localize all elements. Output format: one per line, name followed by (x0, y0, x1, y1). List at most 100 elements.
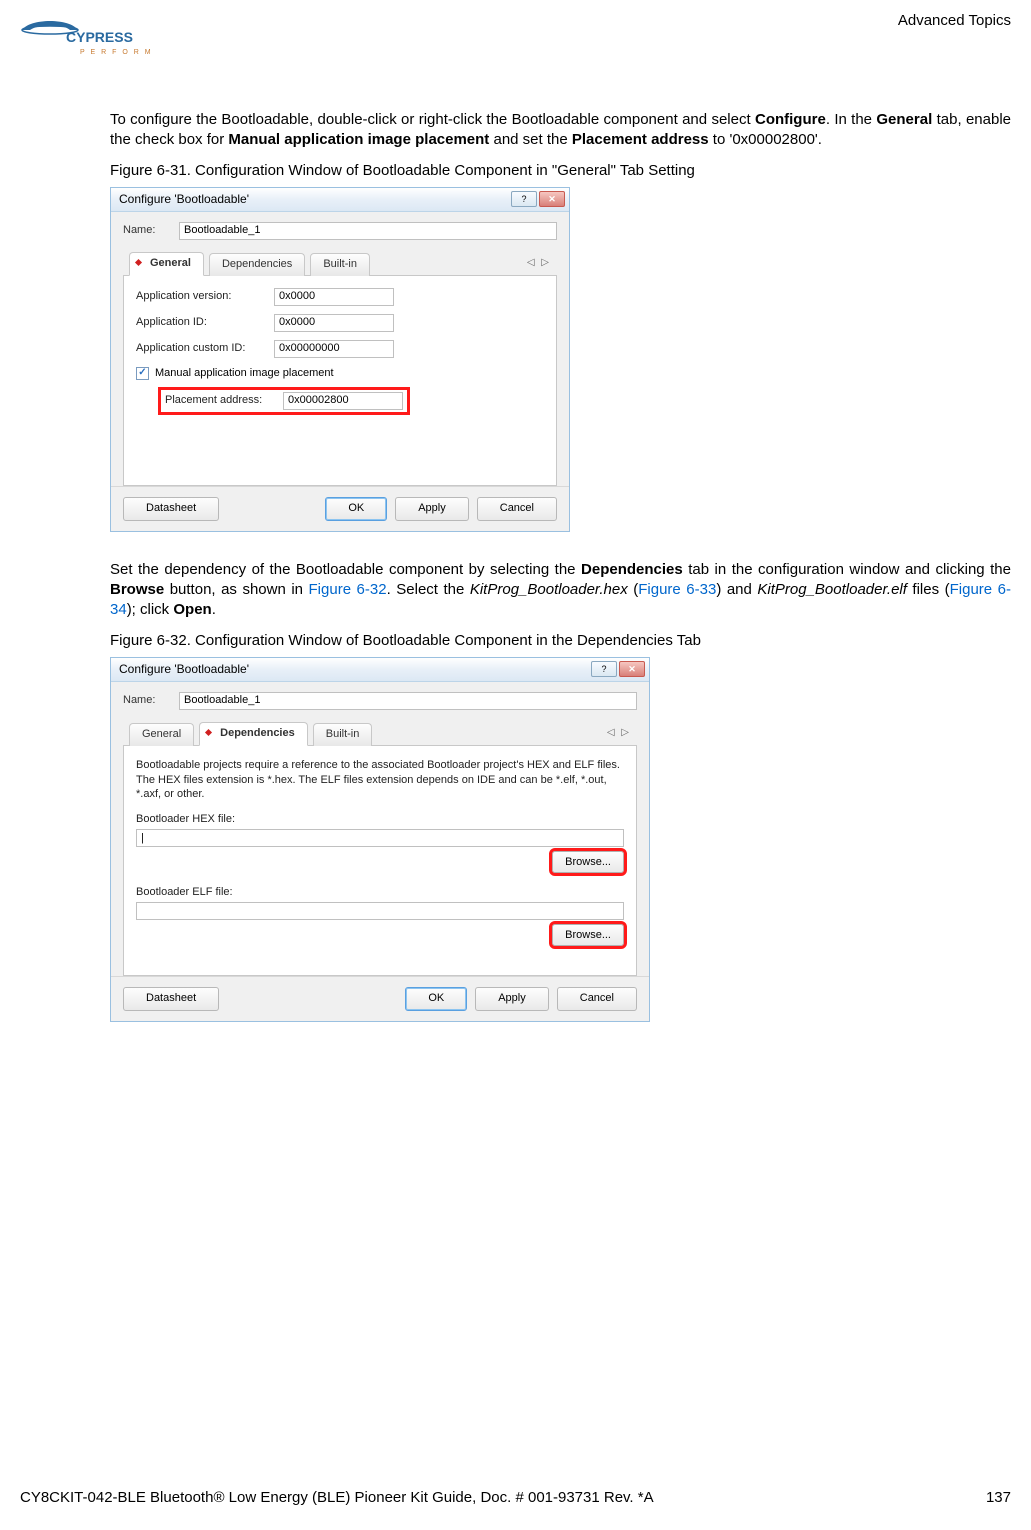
app-custom-id-input[interactable]: 0x00000000 (274, 340, 394, 358)
datasheet-button[interactable]: Datasheet (123, 987, 219, 1011)
svg-text:P E R F O R M: P E R F O R M (80, 49, 153, 56)
manual-placement-label: Manual application image placement (155, 366, 334, 381)
tab-builtin-label: Built-in (323, 258, 357, 270)
hex-file-value: | (141, 831, 144, 846)
tab-scroll-arrows[interactable]: ◁ ▷ (527, 256, 551, 270)
tab-dependencies[interactable]: Dependencies (209, 253, 305, 276)
text: ) and (716, 581, 757, 598)
tab-general[interactable]: General (129, 723, 194, 746)
datasheet-button[interactable]: Datasheet (123, 497, 219, 521)
ok-button-label: OK (428, 991, 444, 1006)
text-bold: Configure (755, 111, 826, 128)
cancel-button[interactable]: Cancel (557, 987, 637, 1011)
tab-general-label: General (142, 728, 181, 740)
name-value: Bootloadable_1 (184, 693, 260, 708)
figure-6-33-ref: Figure 6-33 (638, 581, 716, 598)
tab-scroll-arrows[interactable]: ◁ ▷ (607, 726, 631, 740)
text: tab in the configuration window and clic… (683, 561, 1011, 578)
elf-file-row (136, 902, 624, 920)
placement-address-highlight: Placement address: 0x00002800 (158, 387, 410, 415)
text: . In the (826, 111, 877, 128)
tab-builtin[interactable]: Built-in (313, 723, 373, 746)
window-controls: ? ✕ (589, 661, 645, 677)
apply-button-label: Apply (418, 501, 446, 516)
cypress-logo: CYPRESS P E R F O R M (20, 12, 160, 60)
hex-browse-wrap: Browse... (136, 851, 624, 873)
body-content: To configure the Bootloadable, double-cl… (110, 110, 1011, 1022)
ok-button[interactable]: OK (405, 987, 467, 1011)
chapter-title: Advanced Topics (898, 12, 1011, 29)
elf-browse-label: Browse... (565, 928, 611, 943)
window-controls: ? ✕ (509, 191, 565, 207)
help-button[interactable]: ? (511, 191, 537, 207)
tab-builtin[interactable]: Built-in (310, 253, 370, 276)
app-version-input[interactable]: 0x0000 (274, 288, 394, 306)
svg-text:CYPRESS: CYPRESS (66, 29, 133, 45)
dependencies-description: Bootloadable projects require a referenc… (136, 758, 624, 803)
dialog-button-bar: Datasheet OK Apply Cancel (111, 486, 569, 531)
app-version-value: 0x0000 (279, 289, 315, 304)
apply-button[interactable]: Apply (395, 497, 469, 521)
apply-button[interactable]: Apply (475, 987, 549, 1011)
text: Set the dependency of the Bootloadable c… (110, 561, 581, 578)
elf-browse-button[interactable]: Browse... (552, 924, 624, 946)
app-version-row: Application version: 0x0000 (136, 288, 544, 306)
text: To configure the Bootloadable, double-cl… (110, 111, 755, 128)
name-value: Bootloadable_1 (184, 223, 260, 238)
hex-browse-button[interactable]: Browse... (552, 851, 624, 873)
text: button, as shown in (164, 581, 308, 598)
app-id-label: Application ID: (136, 315, 266, 330)
help-button[interactable]: ? (591, 661, 617, 677)
configure-bootloadable-dialog-dependencies: Configure 'Bootloadable' ? ✕ Name: Bootl… (110, 657, 650, 1022)
name-label: Name: (123, 693, 161, 708)
cancel-button-label: Cancel (500, 501, 534, 516)
dependencies-tab-panel: Bootloadable projects require a referenc… (123, 746, 637, 976)
text-italic: KitProg_Bootloader.elf (757, 581, 907, 598)
cancel-button[interactable]: Cancel (477, 497, 557, 521)
configure-bootloadable-dialog-general: Configure 'Bootloadable' ? ✕ Name: Bootl… (110, 187, 570, 532)
hex-file-input[interactable]: | (136, 829, 624, 847)
dialog-button-bar: Datasheet OK Apply Cancel (111, 976, 649, 1021)
name-input[interactable]: Bootloadable_1 (179, 222, 557, 240)
text-bold: Open (173, 601, 211, 618)
app-id-input[interactable]: 0x0000 (274, 314, 394, 332)
tab-builtin-label: Built-in (326, 728, 360, 740)
ok-button[interactable]: OK (325, 497, 387, 521)
placement-address-input[interactable]: 0x00002800 (283, 392, 403, 410)
name-row: Name: Bootloadable_1 (123, 692, 637, 710)
hex-file-label: Bootloader HEX file: (136, 812, 624, 827)
app-custom-id-row: Application custom ID: 0x00000000 (136, 340, 544, 358)
app-custom-id-label: Application custom ID: (136, 341, 266, 356)
tab-general[interactable]: General (129, 252, 204, 276)
dialog-titlebar: Configure 'Bootloadable' ? ✕ (111, 658, 649, 682)
text: . Select the (387, 581, 470, 598)
tab-strip: General Dependencies Built-in ◁ ▷ (123, 720, 637, 746)
figure-6-31-caption: Figure 6-31. Configuration Window of Boo… (110, 161, 1011, 181)
close-button[interactable]: ✕ (539, 191, 565, 207)
text-italic: KitProg_Bootloader.hex (470, 581, 628, 598)
manual-placement-row: ✓ Manual application image placement (136, 366, 544, 381)
text: to '0x00002800'. (709, 131, 822, 148)
app-id-value: 0x0000 (279, 315, 315, 330)
close-button[interactable]: ✕ (619, 661, 645, 677)
tab-general-label: General (150, 257, 191, 269)
paragraph-2: Set the dependency of the Bootloadable c… (110, 560, 1011, 621)
text: ); click (127, 601, 174, 618)
elf-browse-wrap: Browse... (136, 924, 624, 946)
name-input[interactable]: Bootloadable_1 (179, 692, 637, 710)
tab-dependencies-label: Dependencies (220, 727, 295, 739)
paragraph-1: To configure the Bootloadable, double-cl… (110, 110, 1011, 151)
apply-button-label: Apply (498, 991, 526, 1006)
elf-file-input[interactable] (136, 902, 624, 920)
text: . (212, 601, 216, 618)
figure-6-32-ref: Figure 6-32 (309, 581, 387, 598)
text: files ( (907, 581, 950, 598)
dialog-title: Configure 'Bootloadable' (119, 191, 249, 207)
name-label: Name: (123, 223, 161, 238)
text-bold: General (876, 111, 932, 128)
tab-dependencies[interactable]: Dependencies (199, 722, 308, 746)
manual-placement-checkbox[interactable]: ✓ (136, 367, 149, 380)
text-bold: Dependencies (581, 561, 683, 578)
footer-doc-info: CY8CKIT-042-BLE Bluetooth® Low Energy (B… (20, 1489, 654, 1506)
text-bold: Browse (110, 581, 164, 598)
